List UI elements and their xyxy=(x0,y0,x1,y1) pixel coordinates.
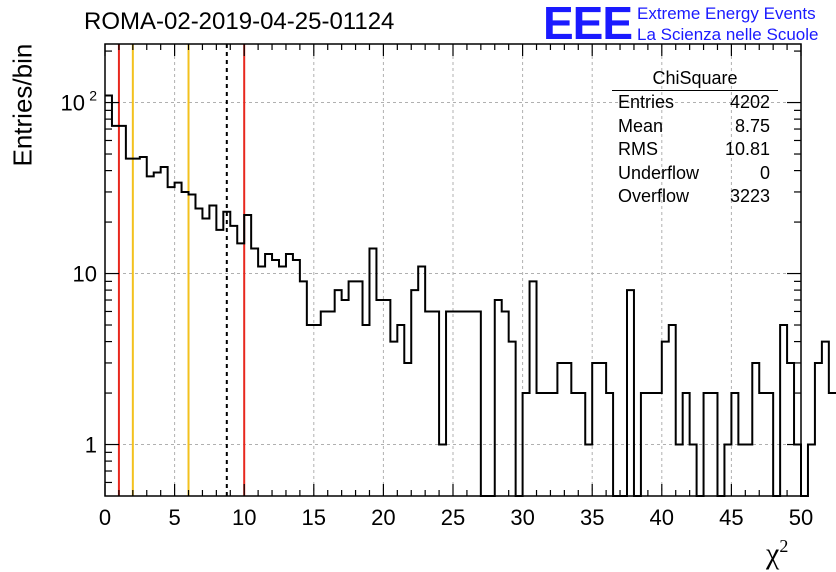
y-tick-label: 10 xyxy=(73,262,97,287)
stats-label: Underflow xyxy=(618,162,700,183)
x-tick-label: 45 xyxy=(719,505,743,530)
stats-label: RMS xyxy=(618,139,658,159)
stats-row: Underflow 0 xyxy=(612,162,778,186)
x-tick-label: 10 xyxy=(232,505,256,530)
grid-lines xyxy=(105,44,801,496)
stats-value: 8.75 xyxy=(734,115,770,136)
stats-label: Entries xyxy=(618,92,675,112)
x-tick-label: 20 xyxy=(371,505,395,530)
y-tick-label: 10 xyxy=(61,91,85,116)
y-tick-label-exponent: 2 xyxy=(89,88,97,104)
stats-value: 3223 xyxy=(729,186,770,206)
histogram-curve xyxy=(105,94,836,497)
x-axis: 0 5 10 15 20 25 30 35 40 45 50 xyxy=(99,44,813,530)
x-tick-label: 50 xyxy=(789,505,813,530)
logo-subtitle-1: Extreme Energy Events xyxy=(637,4,816,23)
stats-box: ChiSquare Entries 4202 Mean 8.75 RMS 10.81 … xyxy=(612,68,778,209)
chart-title: ROMA-02-2019-04-25-01124 xyxy=(84,8,395,35)
x-tick-label: 40 xyxy=(650,505,674,530)
logo-subtitle-2: La Scienza nelle Scuole xyxy=(637,25,819,44)
x-axis-label-symbol: χ xyxy=(766,537,780,570)
x-tick-label: 15 xyxy=(302,505,326,530)
stats-row: Overflow 3223 xyxy=(612,185,778,209)
stats-title: ChiSquare xyxy=(612,68,778,91)
x-tick-label: 5 xyxy=(168,505,180,530)
stats-row: Entries 4202 xyxy=(612,91,778,115)
eee-logo: EEE xyxy=(543,0,633,49)
stats-value: 0 xyxy=(759,162,770,183)
x-tick-label: 30 xyxy=(510,505,534,530)
stats-label: Overflow xyxy=(618,186,690,206)
reference-lines xyxy=(117,44,246,496)
x-tick-label: 35 xyxy=(580,505,604,530)
x-tick-label: 25 xyxy=(441,505,465,530)
stats-value: 4202 xyxy=(729,92,770,112)
x-tick-label: 0 xyxy=(99,505,111,530)
stats-value: 10.81 xyxy=(724,139,770,159)
stats-label: Mean xyxy=(618,115,664,136)
y-tick-label: 1 xyxy=(85,433,97,458)
x-axis-label: χ2 xyxy=(766,536,788,571)
stats-row: RMS 10.81 xyxy=(612,138,778,162)
x-axis-label-exponent: 2 xyxy=(779,536,789,556)
stats-row: Mean 8.75 xyxy=(612,115,778,139)
y-axis-label: Entries/bin xyxy=(7,43,38,167)
